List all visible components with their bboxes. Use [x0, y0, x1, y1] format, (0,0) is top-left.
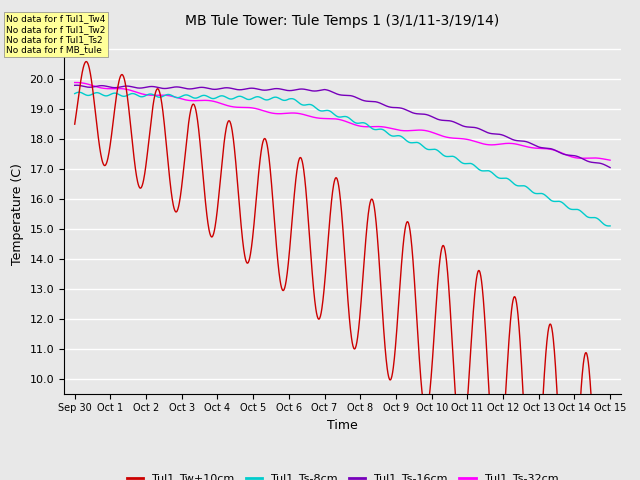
Legend: Tul1_Tw+10cm, Tul1_Ts-8cm, Tul1_Ts-16cm, Tul1_Ts-32cm: Tul1_Tw+10cm, Tul1_Ts-8cm, Tul1_Ts-16cm,… — [122, 469, 563, 480]
Title: MB Tule Tower: Tule Temps 1 (3/1/11-3/19/14): MB Tule Tower: Tule Temps 1 (3/1/11-3/19… — [185, 14, 500, 28]
Y-axis label: Temperature (C): Temperature (C) — [11, 163, 24, 264]
Text: No data for f Tul1_Tw4
No data for f Tul1_Tw2
No data for f Tul1_Ts2
No data for: No data for f Tul1_Tw4 No data for f Tul… — [6, 14, 106, 55]
X-axis label: Time: Time — [327, 419, 358, 432]
